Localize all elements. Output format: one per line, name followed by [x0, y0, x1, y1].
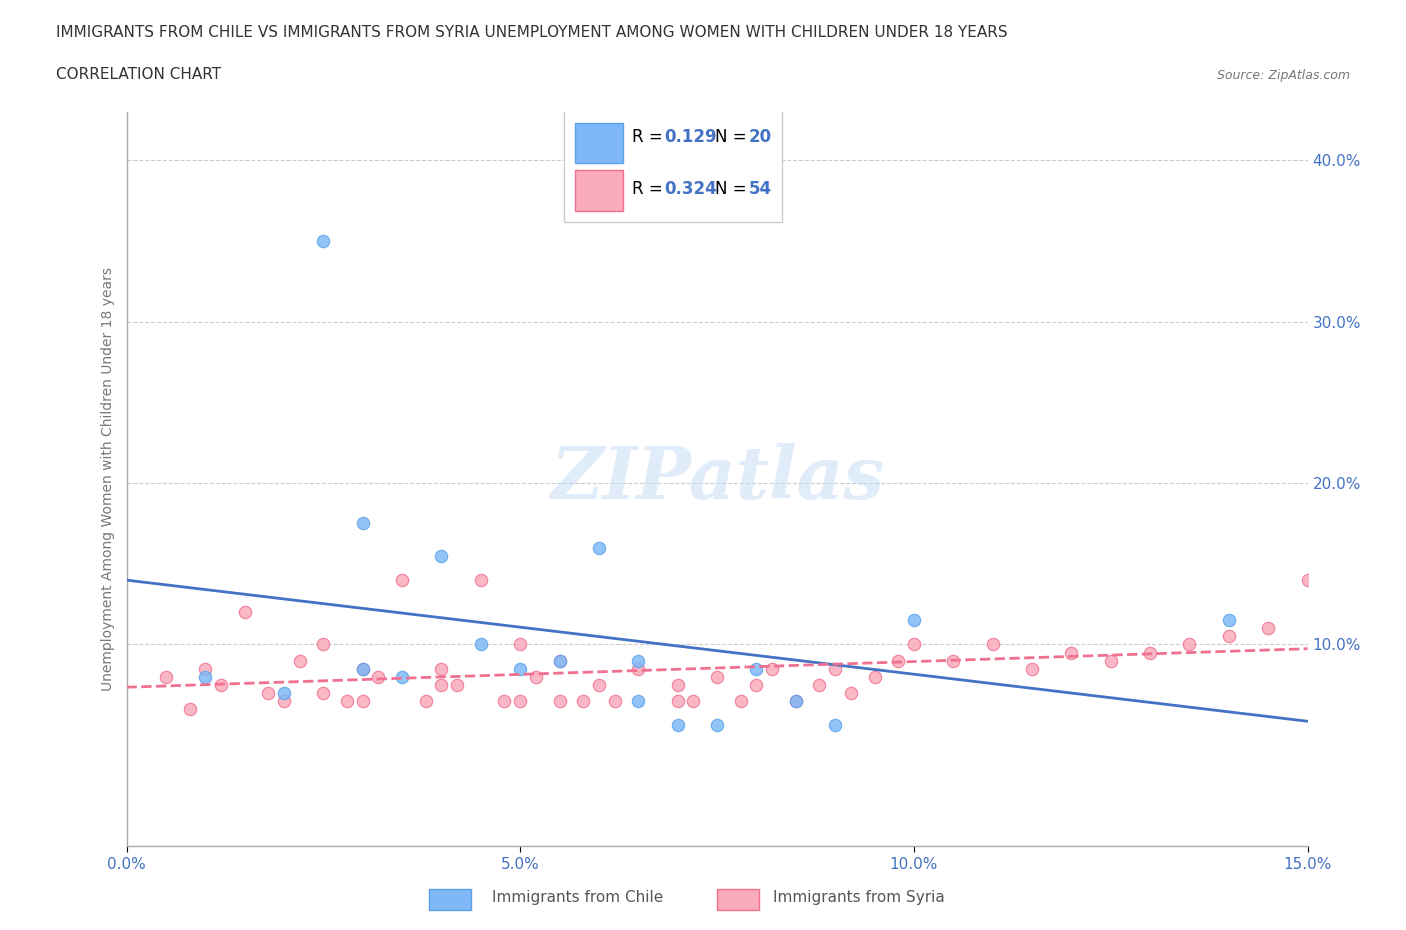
Text: 20: 20	[749, 128, 772, 146]
Point	[352, 516, 374, 531]
Point	[745, 661, 768, 676]
Point	[942, 653, 965, 668]
Y-axis label: Unemployment Among Women with Children Under 18 years: Unemployment Among Women with Children U…	[101, 267, 115, 691]
Point	[1139, 645, 1161, 660]
Text: Source: ZipAtlas.com: Source: ZipAtlas.com	[1216, 69, 1350, 82]
Point	[730, 694, 752, 709]
FancyBboxPatch shape	[575, 170, 623, 211]
Text: CORRELATION CHART: CORRELATION CHART	[56, 67, 221, 82]
FancyBboxPatch shape	[575, 123, 623, 163]
Point	[1021, 661, 1043, 676]
Point	[588, 540, 610, 555]
Point	[785, 694, 807, 709]
Text: Immigrants from Syria: Immigrants from Syria	[773, 890, 945, 905]
Point	[572, 694, 595, 709]
Point	[257, 685, 280, 700]
Point	[1178, 637, 1201, 652]
Text: R =: R =	[633, 128, 668, 146]
Point	[194, 670, 217, 684]
Point	[209, 677, 232, 692]
Point	[824, 718, 846, 733]
Point	[470, 637, 492, 652]
Point	[903, 637, 925, 652]
Point	[391, 573, 413, 588]
Point	[808, 677, 831, 692]
Point	[509, 694, 531, 709]
Point	[1060, 645, 1083, 660]
Text: ZIPatlas: ZIPatlas	[550, 444, 884, 514]
Point	[627, 661, 650, 676]
Point	[682, 694, 704, 709]
Point	[312, 233, 335, 248]
Point	[312, 685, 335, 700]
Text: N =: N =	[714, 128, 752, 146]
Point	[352, 694, 374, 709]
Point	[548, 694, 571, 709]
Point	[430, 677, 453, 692]
Point	[336, 694, 359, 709]
Point	[509, 661, 531, 676]
Text: IMMIGRANTS FROM CHILE VS IMMIGRANTS FROM SYRIA UNEMPLOYMENT AMONG WOMEN WITH CHI: IMMIGRANTS FROM CHILE VS IMMIGRANTS FROM…	[56, 25, 1008, 40]
Point	[627, 694, 650, 709]
Point	[981, 637, 1004, 652]
Point	[446, 677, 468, 692]
Point	[903, 613, 925, 628]
Point	[1218, 613, 1240, 628]
Point	[415, 694, 437, 709]
Point	[1099, 653, 1122, 668]
Point	[1218, 629, 1240, 644]
Point	[509, 637, 531, 652]
Point	[1296, 573, 1319, 588]
Point	[179, 701, 201, 716]
Point	[887, 653, 910, 668]
Point	[588, 677, 610, 692]
Point	[1257, 621, 1279, 636]
Point	[745, 677, 768, 692]
Point	[524, 670, 547, 684]
Point	[470, 573, 492, 588]
Point	[839, 685, 862, 700]
Text: 54: 54	[749, 179, 772, 198]
Text: N =: N =	[714, 179, 752, 198]
Point	[155, 670, 177, 684]
Point	[352, 661, 374, 676]
Point	[863, 670, 886, 684]
Point	[288, 653, 311, 668]
Point	[273, 694, 295, 709]
Text: 0.324: 0.324	[664, 179, 717, 198]
Point	[367, 670, 389, 684]
Point	[548, 653, 571, 668]
FancyBboxPatch shape	[564, 100, 782, 222]
Point	[666, 718, 689, 733]
Point	[352, 661, 374, 676]
Point	[194, 661, 217, 676]
Text: Immigrants from Chile: Immigrants from Chile	[492, 890, 664, 905]
Point	[627, 653, 650, 668]
Point	[666, 677, 689, 692]
Text: R =: R =	[633, 179, 668, 198]
Point	[494, 694, 516, 709]
Point	[666, 694, 689, 709]
Point	[273, 685, 295, 700]
Point	[824, 661, 846, 676]
Point	[603, 694, 626, 709]
Point	[548, 653, 571, 668]
Point	[761, 661, 783, 676]
Point	[785, 694, 807, 709]
Point	[430, 548, 453, 563]
Point	[430, 661, 453, 676]
Point	[706, 670, 728, 684]
Point	[312, 637, 335, 652]
Point	[233, 604, 256, 619]
Text: 0.129: 0.129	[664, 128, 717, 146]
Point	[706, 718, 728, 733]
Point	[391, 670, 413, 684]
